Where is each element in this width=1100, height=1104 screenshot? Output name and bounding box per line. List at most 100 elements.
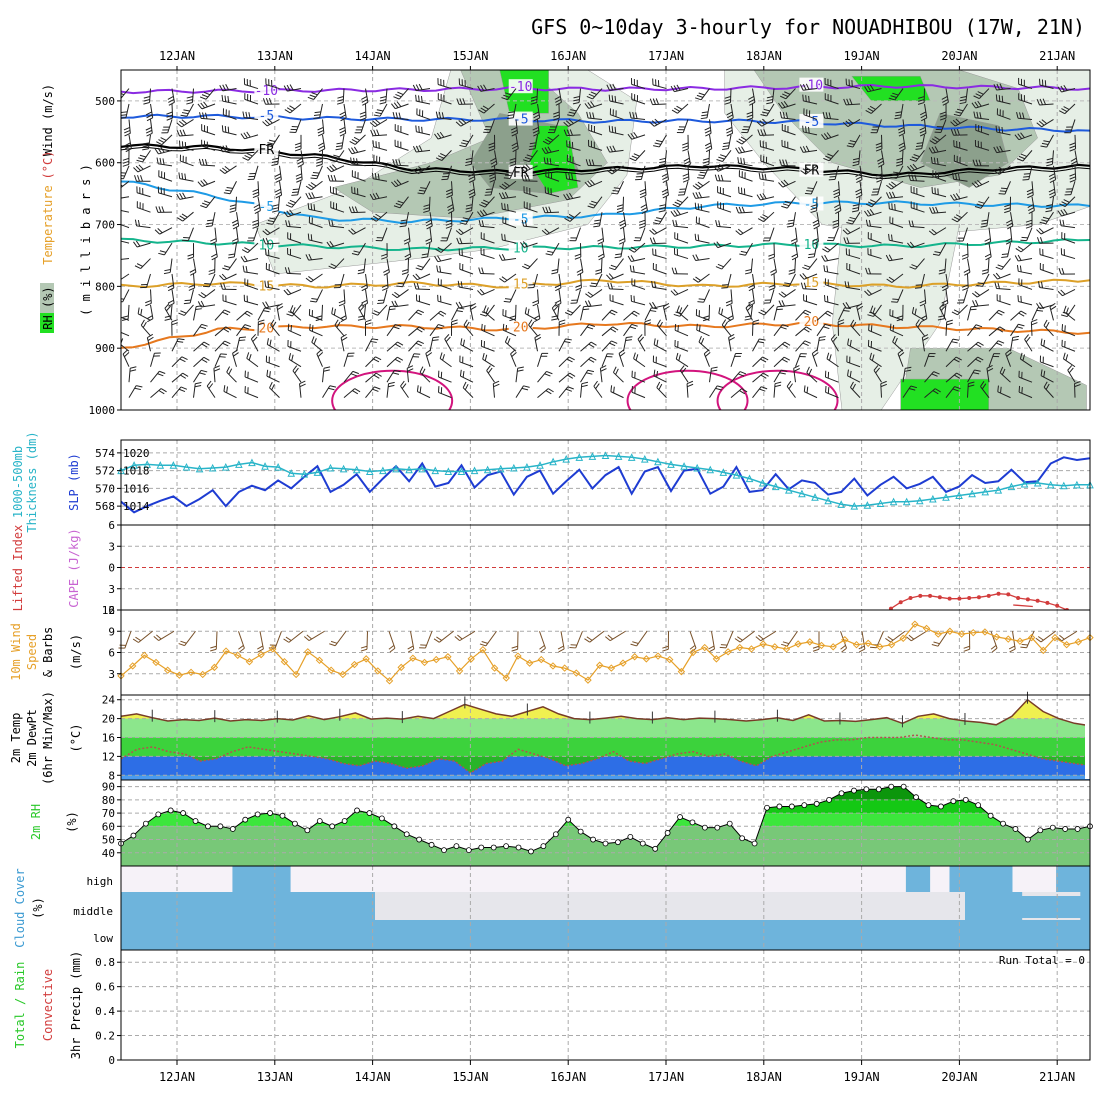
barb-feather xyxy=(503,324,504,330)
barb-feather xyxy=(1002,254,1008,255)
barb-feather xyxy=(291,195,297,196)
rh-point xyxy=(317,819,322,824)
barb-feather xyxy=(416,125,417,131)
barb-staff xyxy=(623,197,624,211)
barb-feather xyxy=(996,94,997,100)
lifted-index-point xyxy=(948,597,952,601)
slp-axis-label: SLP (mb) xyxy=(67,453,81,511)
barb-staff xyxy=(1075,135,1076,149)
rh-point xyxy=(678,815,683,820)
barb-staff xyxy=(172,104,173,118)
lifted-index-point xyxy=(1045,601,1049,605)
barb-feather xyxy=(805,193,811,194)
thickness-axis-label-2: Thickness (dm) xyxy=(25,431,39,532)
date-label-bottom: 12JAN xyxy=(159,1070,195,1084)
barb-feather xyxy=(699,299,705,300)
barb-feather xyxy=(310,324,311,330)
temp-unit-label: (°C) xyxy=(69,724,83,753)
cloud-cover-block xyxy=(1056,866,1090,892)
barb-feather xyxy=(678,325,679,331)
rh-point xyxy=(988,813,993,818)
rh-point xyxy=(566,817,571,822)
panel-background xyxy=(121,950,1090,1060)
barb-feather xyxy=(288,324,289,330)
rh-tick-label: 80 xyxy=(102,794,115,807)
contour-label: -10 xyxy=(800,79,823,94)
date-label-bottom: 15JAN xyxy=(452,1070,488,1084)
rh-point xyxy=(541,844,546,849)
barb-feather xyxy=(697,324,698,330)
wind-speed-tick-label: 9 xyxy=(108,625,115,638)
barb-feather xyxy=(311,234,312,240)
barb-staff xyxy=(1031,322,1032,336)
barb-staff xyxy=(429,197,430,211)
barb-feather xyxy=(508,204,509,210)
barb-feather xyxy=(1024,174,1030,175)
lifted-index-tick-label: 0 xyxy=(108,562,115,575)
rh-point xyxy=(454,844,459,849)
barb-staff xyxy=(567,135,581,136)
rh-point xyxy=(442,848,447,853)
rh-point xyxy=(1013,826,1018,831)
temperature-tick-label: 20 xyxy=(102,713,115,726)
barb-feather xyxy=(699,325,700,331)
lifted-index-point xyxy=(977,595,981,599)
rh-point xyxy=(280,813,285,818)
barb-feather xyxy=(117,178,123,179)
barb-feather xyxy=(809,96,810,102)
rh-point xyxy=(367,811,372,816)
barb-feather xyxy=(398,283,404,284)
rh-point xyxy=(665,830,670,835)
wind-speed-tick-label: 6 xyxy=(108,647,115,660)
date-label-bottom: 17JAN xyxy=(648,1070,684,1084)
slp-tick-label: 1016 xyxy=(123,482,150,495)
contour-label: -5 xyxy=(259,200,275,215)
cloud-axis-label: Cloud Cover xyxy=(13,868,27,947)
barb-feather xyxy=(114,97,120,99)
barb-feather xyxy=(433,337,439,338)
barb-feather xyxy=(502,203,503,209)
barb-feather xyxy=(308,234,309,240)
cape-axis-label: CAPE (J/kg) xyxy=(67,528,81,607)
rh-point xyxy=(864,787,869,792)
barb-feather xyxy=(675,324,676,330)
barb-feather xyxy=(806,95,807,101)
rh-point xyxy=(205,824,210,829)
rh-point xyxy=(193,819,198,824)
barb-feather xyxy=(806,126,807,132)
rh-point xyxy=(305,828,310,833)
barb-feather xyxy=(419,95,420,101)
barb-feather xyxy=(221,354,227,355)
barb-feather xyxy=(505,175,511,176)
barb-feather xyxy=(240,337,246,338)
cross-section-axis-labels: ( m i l l i b a r s )Wind (m/s)(°C)Tempe… xyxy=(40,84,93,333)
rh-tick-label: 40 xyxy=(102,847,115,860)
rh-point xyxy=(479,845,484,850)
barb-staff xyxy=(322,305,323,319)
rh2m-unit-label: (%) xyxy=(65,811,79,833)
barb-feather xyxy=(239,340,245,341)
lifted-index-point xyxy=(1055,604,1059,608)
barb-staff xyxy=(709,150,710,164)
barb-feather xyxy=(484,325,485,331)
thickness-tick-label: 572 xyxy=(95,465,115,478)
barb-feather xyxy=(311,204,312,210)
rh-point xyxy=(168,808,173,813)
precip-axis-label-2: Convective xyxy=(41,969,55,1041)
barb-feather xyxy=(293,189,299,190)
barb-feather xyxy=(228,127,229,133)
temp-band xyxy=(121,719,1090,738)
barb-feather xyxy=(292,192,298,193)
barb-feather xyxy=(609,95,610,101)
barb-feather xyxy=(113,186,118,189)
contour-label: 20 xyxy=(804,315,820,330)
barb-staff xyxy=(537,89,538,103)
date-label-top: 13JAN xyxy=(257,49,293,63)
barb-staff xyxy=(395,165,409,166)
rh-point xyxy=(690,820,695,825)
barb-feather xyxy=(506,172,512,173)
